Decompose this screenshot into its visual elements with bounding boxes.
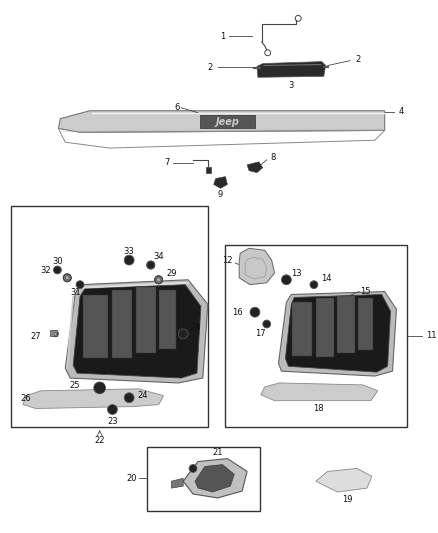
Text: 14: 14 (321, 274, 331, 283)
Polygon shape (171, 478, 183, 488)
Circle shape (263, 320, 271, 328)
Bar (159, 289, 177, 349)
Bar (136, 287, 155, 353)
Text: 20: 20 (127, 474, 137, 483)
Text: 2: 2 (355, 55, 360, 64)
Text: 8: 8 (271, 154, 276, 163)
Polygon shape (316, 469, 372, 492)
Text: 13: 13 (291, 269, 302, 278)
Circle shape (64, 274, 71, 282)
Polygon shape (65, 280, 208, 383)
Text: 16: 16 (233, 308, 243, 317)
Text: 18: 18 (314, 404, 324, 413)
Polygon shape (73, 285, 201, 378)
Text: 33: 33 (124, 247, 134, 256)
Text: 21: 21 (212, 448, 223, 457)
Circle shape (54, 333, 57, 335)
Bar (83, 295, 107, 358)
Circle shape (76, 281, 84, 288)
Text: 24: 24 (137, 391, 148, 400)
Text: 27: 27 (30, 332, 41, 341)
Text: 12: 12 (222, 256, 232, 264)
Circle shape (53, 331, 58, 337)
Text: 29: 29 (166, 269, 177, 278)
Circle shape (124, 393, 134, 402)
Text: 15: 15 (360, 287, 371, 296)
Bar (49, 330, 57, 336)
Polygon shape (200, 115, 255, 128)
Text: 34: 34 (154, 252, 164, 261)
Text: 26: 26 (20, 394, 31, 403)
Circle shape (65, 276, 69, 280)
Text: 25: 25 (70, 382, 80, 390)
Bar (226, 245, 407, 427)
Text: 23: 23 (107, 417, 118, 426)
Bar (147, 447, 260, 511)
Polygon shape (23, 389, 163, 408)
Bar (292, 302, 312, 357)
Polygon shape (239, 248, 275, 285)
Circle shape (157, 278, 161, 282)
Text: 19: 19 (342, 495, 353, 504)
Bar (11, 206, 208, 427)
Text: 22: 22 (95, 437, 105, 446)
Circle shape (147, 261, 155, 269)
Text: 30: 30 (52, 256, 63, 265)
Text: 4: 4 (399, 107, 404, 116)
Polygon shape (286, 295, 391, 372)
Polygon shape (261, 383, 378, 401)
Bar (358, 298, 373, 350)
Circle shape (124, 255, 134, 265)
Polygon shape (183, 458, 247, 498)
Circle shape (178, 329, 188, 339)
Text: 1: 1 (220, 31, 226, 41)
Polygon shape (279, 292, 396, 376)
Circle shape (282, 275, 291, 285)
Bar (338, 296, 355, 353)
Text: 2: 2 (208, 63, 213, 72)
Text: 7: 7 (164, 158, 170, 167)
Bar (316, 298, 334, 358)
Text: 32: 32 (40, 266, 50, 276)
Text: 17: 17 (255, 329, 265, 338)
Polygon shape (195, 465, 234, 492)
Text: 9: 9 (218, 190, 223, 199)
Bar (206, 167, 211, 173)
Polygon shape (247, 162, 263, 173)
Circle shape (94, 382, 106, 394)
Text: 3: 3 (289, 80, 294, 90)
Polygon shape (58, 111, 385, 132)
Circle shape (189, 465, 197, 472)
Text: 31: 31 (70, 288, 81, 297)
Text: Jeep: Jeep (215, 117, 239, 126)
Bar (113, 289, 132, 358)
Circle shape (310, 281, 318, 288)
Polygon shape (257, 62, 326, 77)
Circle shape (250, 308, 260, 317)
Text: 6: 6 (175, 103, 180, 112)
Text: 11: 11 (426, 332, 436, 340)
Circle shape (107, 405, 117, 414)
Circle shape (53, 266, 61, 274)
Text: 28: 28 (190, 324, 201, 333)
Polygon shape (214, 176, 227, 188)
Circle shape (155, 276, 162, 284)
